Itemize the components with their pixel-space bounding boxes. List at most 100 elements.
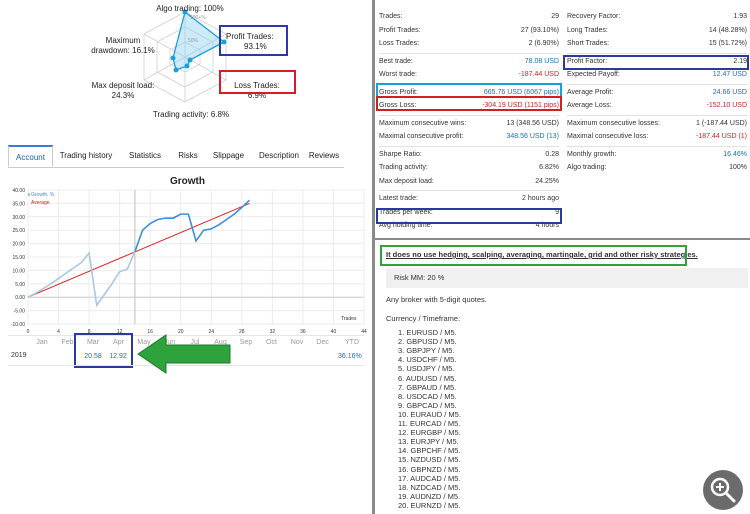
- stat-label: Trades:: [379, 13, 403, 20]
- tab-description[interactable]: Description: [258, 151, 299, 160]
- currency-title: Currency / Timeframe:: [386, 314, 461, 323]
- stat-separator: [379, 145, 559, 147]
- radar-max-drawdown-line2: drawdown: 16.1%: [91, 46, 155, 55]
- growth-title: Growth: [170, 176, 205, 187]
- stat-row: Maximal consecutive loss: -187.44 USD (1): [567, 130, 747, 143]
- stat-separator: [567, 145, 747, 147]
- stat-value: -304.19 USD (1151 pips): [482, 102, 559, 109]
- tab-trading-history[interactable]: Trading history: [59, 151, 113, 160]
- stat-value: 2.19: [733, 57, 747, 65]
- stat-label: Maximum consecutive losses:: [567, 119, 660, 127]
- stat-label: Expected Payoff:: [567, 71, 620, 78]
- radar-profit-trades-line2: 93.1%: [244, 42, 267, 51]
- april-value: 12.92: [109, 353, 127, 360]
- gross-loss-highlight: [376, 96, 562, 111]
- stat-value: 24.66 USD: [712, 88, 747, 96]
- stat-value: -187.44 USD: [518, 71, 559, 78]
- y-tick-label: -5.00: [14, 309, 26, 315]
- stat-row: Profit Factor: 2.19: [567, 55, 747, 68]
- tab-risks[interactable]: Risks: [178, 151, 198, 160]
- avg-holding-highlight: [376, 208, 562, 224]
- loss-trades-highlight: [219, 70, 296, 94]
- growth-chart: 40.0035.0030.0025.0020.0015.0010.005.000…: [11, 188, 367, 335]
- month-jul: Jul: [190, 339, 200, 346]
- horizontal-divider: [375, 238, 750, 240]
- stat-value: 1 (-187.44 USD): [696, 119, 747, 127]
- tab-statistics[interactable]: Statistics: [128, 151, 161, 160]
- tab-account[interactable]: Account: [8, 145, 53, 167]
- stat-label: Latest trade:: [379, 195, 418, 202]
- stat-separator: [379, 114, 559, 116]
- radar-trading-activity-label: Trading activity: 6.8%: [152, 110, 230, 119]
- stat-row: Trades per week: 9: [379, 206, 559, 219]
- stat-value: 0.28: [545, 150, 559, 158]
- growth-line: [134, 199, 251, 252]
- tab-slippage[interactable]: Slippage: [212, 151, 245, 160]
- stat-value: 27 (93.10%): [520, 26, 559, 34]
- x-tick-label: 40: [331, 329, 337, 335]
- radar-tick-100: 100+%: [190, 15, 206, 21]
- x-tick-label: 44: [361, 329, 367, 335]
- stat-row: Trades: 29: [379, 10, 559, 23]
- radar-tick-50: 50%: [188, 38, 199, 44]
- month-sep: Sep: [239, 339, 253, 346]
- stat-separator: [567, 114, 747, 116]
- currency-pair-item: 19. AUDNZD / M5.: [398, 491, 461, 501]
- currency-pair-item: 3. GBPJPY / M5.: [398, 346, 455, 356]
- month-nov: Nov: [290, 339, 304, 346]
- currency-pair-item: 17. AUDCAD / M5.: [398, 473, 461, 483]
- stat-label: Profit Factor:: [567, 57, 608, 65]
- month-feb: Feb: [61, 339, 74, 346]
- strategy-headline: It does no use hedging, scalping, averag…: [386, 250, 698, 259]
- currency-pair-item: 6. AUDUSD / M5.: [398, 373, 457, 383]
- stat-row: Worst trade: -187.44 USD: [379, 68, 559, 81]
- tab-reviews[interactable]: Reviews: [308, 151, 340, 160]
- y-tick-label: 40.00: [12, 188, 25, 194]
- zoom-in-icon[interactable]: [703, 470, 743, 510]
- stat-value: 78.08 USD: [524, 57, 559, 65]
- stat-row: Algo trading: 100%: [567, 161, 747, 174]
- x-tick-label: 4: [57, 329, 60, 335]
- legend-average: Average: [31, 200, 50, 206]
- stat-label: Average Profit:: [567, 88, 614, 96]
- radar-profit-trades-label: Profit Trades: 93.1%: [226, 32, 288, 52]
- stat-label: Short Trades:: [567, 40, 610, 47]
- month-apr: Apr: [113, 339, 124, 346]
- radar-profit-trades-line1: Profit Trades:: [226, 32, 274, 41]
- y-tick-label: 0.00: [15, 295, 25, 301]
- stat-value: 2 hours ago: [522, 195, 559, 202]
- stat-value: 24.25%: [535, 177, 559, 185]
- stat-label: Gross Profit:: [379, 88, 418, 96]
- month-mar: Mar: [86, 339, 100, 346]
- month-may: May: [137, 339, 151, 346]
- stat-row: Average Loss: -152.10 USD: [567, 99, 747, 112]
- x-axis-label: Trades: [341, 316, 357, 322]
- stat-value: 29: [551, 13, 559, 20]
- y-tick-label: -10.00: [11, 322, 25, 328]
- currency-pair-item: 9. GBPCAD / M5.: [398, 400, 457, 410]
- broker-note: Any broker with 5-digit quotes.: [386, 295, 487, 304]
- x-tick-label: 0: [27, 329, 30, 335]
- currency-pair-item: 7. GBPAUD / M5.: [398, 382, 457, 392]
- stat-row: Gross Profit: 665.76 USD (6067 pips): [379, 86, 559, 99]
- currency-pair-item: 10. EURAUD / M5.: [398, 409, 461, 419]
- stat-row: Maximum consecutive losses: 1 (-187.44 US…: [567, 117, 747, 130]
- currency-pair-item: 5. USDJPY / M5.: [398, 364, 455, 374]
- stat-label: Maximal consecutive profit:: [379, 133, 464, 140]
- risk-bar: [386, 268, 748, 288]
- march-value: 20.58: [84, 353, 102, 360]
- stat-value: 1.93: [733, 13, 747, 20]
- stat-row: Trading activity: 6.82%: [379, 161, 559, 174]
- stat-row: Max deposit load: 24.25%: [379, 175, 559, 188]
- x-tick-label: 8: [88, 329, 91, 335]
- y-tick-label: 20.00: [12, 242, 25, 248]
- month-jun: Jun: [163, 339, 176, 346]
- left-arrow-icon: [137, 334, 231, 374]
- stat-separator: [379, 52, 559, 54]
- radar-max-drawdown-line1: Maximum: [105, 36, 141, 45]
- radar-max-deposit-label: Max deposit load: 24.3%: [88, 81, 158, 101]
- stat-label: Trading activity:: [379, 164, 428, 171]
- vertical-divider: [372, 0, 375, 514]
- stat-row: Gross Loss: -304.19 USD (1151 pips): [379, 99, 559, 112]
- stat-label: Maximal consecutive loss:: [567, 133, 649, 140]
